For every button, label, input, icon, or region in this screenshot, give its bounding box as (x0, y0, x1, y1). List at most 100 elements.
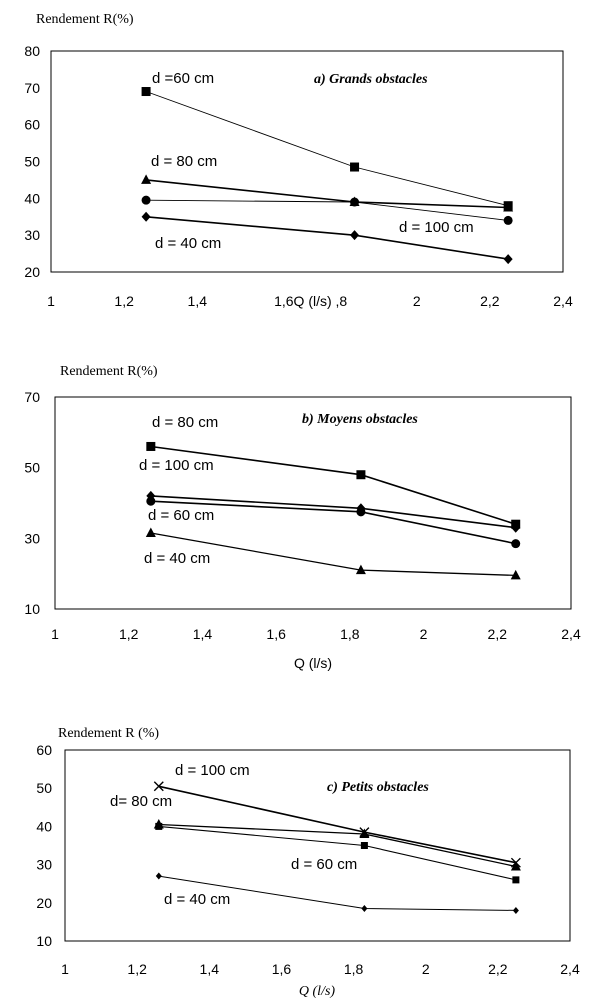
x-tick-label: 1,6 (266, 626, 286, 642)
chart-b-y-tick-labels: 10 30 50 70 (24, 389, 40, 617)
y-tick-label: 50 (24, 460, 40, 476)
y-tick-label: 10 (36, 933, 52, 949)
chart-a-plot-frame (50, 50, 564, 273)
series-line (145, 91, 509, 207)
data-point-marker (356, 507, 366, 517)
x-tick-label: 2 (413, 293, 421, 309)
y-tick-label: 60 (24, 117, 40, 133)
y-tick-label: 80 (24, 43, 40, 59)
chart-a-x-tick-labels: 1 1,2 1,4 1,6Q (l/s) ,8 2 2,2 2,4 (47, 293, 573, 309)
data-point-marker (510, 569, 521, 580)
x-tick-label: 1,8 (344, 961, 364, 977)
chart-c-title: c) Petits obstacles (327, 780, 429, 795)
x-tick-label: 2,2 (480, 293, 500, 309)
data-point-marker (145, 527, 156, 538)
chart-a-series-label-d100: d = 100 cm (399, 219, 474, 236)
chart-b-x-tick-labels: 1 1,2 1,4 1,6 1,8 2 2,2 2,4 (51, 626, 581, 642)
x-tick-label: 2,2 (488, 626, 508, 642)
chart-a-series-label-d40: d = 40 cm (155, 235, 221, 252)
data-point-marker (141, 174, 152, 184)
y-tick-label: 60 (36, 742, 52, 758)
chart-b-plot-frame (54, 396, 572, 610)
y-tick-label: 20 (24, 264, 40, 280)
y-tick-label: 40 (24, 190, 40, 206)
chart-c-series-markers (153, 781, 521, 914)
data-point-marker (510, 861, 521, 871)
x-tick-label: 1,2 (127, 961, 147, 977)
chart-a-title: a) Grands obstacles (314, 72, 428, 87)
x-tick-label: 1,4 (193, 626, 213, 642)
x-tick-label: 1,6Q (l/s) ,8 (274, 293, 347, 309)
series-line (146, 199, 509, 221)
x-tick-label: 2 (422, 961, 430, 977)
data-point-marker (511, 539, 521, 549)
chart-b-moyens-obstacles: Rendement R(%) 10 30 50 70 1 1,2 1,4 1,6 1,8 2 2,… (24, 364, 581, 671)
data-point-marker (503, 215, 513, 225)
chart-b-x-axis-label: Q (l/s) (294, 655, 332, 671)
y-tick-label: 70 (24, 80, 40, 96)
chart-b-series-label-d60: d = 60 cm (148, 507, 214, 524)
series-line (146, 179, 509, 209)
data-point-marker (503, 254, 513, 265)
x-tick-label: 1,4 (200, 961, 220, 977)
data-point-marker (350, 230, 360, 241)
chart-c-x-tick-labels: 1 1,2 1,4 1,6 1,8 2 2,2 2,4 (61, 961, 580, 977)
data-point-marker (141, 195, 151, 205)
chart-b-series-markers (145, 441, 521, 580)
x-tick-label: 2,2 (488, 961, 508, 977)
chart-a-series-label-d80: d = 80 cm (151, 153, 217, 170)
x-tick-label: 1 (47, 293, 55, 309)
chart-a-y-axis-label: Rendement R(%) (36, 12, 134, 27)
data-point-marker (350, 162, 360, 172)
chart-b-y-axis-label: Rendement R(%) (60, 364, 158, 379)
y-tick-label: 50 (36, 780, 52, 796)
x-tick-label: 1,2 (114, 293, 134, 309)
series-line (158, 785, 517, 864)
chart-b-series-label-d100: d = 100 cm (139, 457, 214, 474)
data-point-marker (356, 470, 366, 480)
data-point-marker (512, 906, 519, 914)
x-tick-label: 2,4 (553, 293, 573, 309)
data-point-marker (355, 564, 366, 575)
chart-c-series-label-d40: d = 40 cm (164, 891, 230, 908)
x-tick-label: 1,8 (340, 626, 360, 642)
y-tick-label: 30 (24, 227, 40, 243)
chart-c-series-label-d100: d = 100 cm (175, 762, 250, 779)
data-point-marker (361, 905, 368, 913)
x-tick-label: 2,4 (561, 626, 581, 642)
data-point-marker (146, 496, 156, 506)
data-point-marker (360, 842, 368, 849)
data-point-marker (153, 781, 164, 792)
data-point-marker (512, 876, 520, 884)
data-point-marker (155, 822, 163, 830)
x-tick-label: 1,6 (272, 961, 292, 977)
data-point-marker (503, 202, 514, 212)
y-tick-label: 30 (24, 530, 40, 546)
y-tick-label: 40 (36, 818, 52, 834)
chart-c-x-axis-label: Q (l/s) (299, 984, 336, 999)
chart-a-grands-obstacles: Rendement R(%) 20 30 40 50 60 70 80 1 1,2 1,4 1,6… (24, 12, 573, 309)
chart-c-plot-frame (64, 749, 571, 942)
y-tick-label: 70 (24, 389, 40, 405)
chart-c-y-tick-labels: 10 20 30 40 50 60 (36, 742, 52, 949)
chart-a-series-label-d60: d =60 cm (152, 70, 214, 87)
y-tick-label: 50 (24, 154, 40, 170)
y-tick-label: 30 (36, 857, 52, 873)
x-tick-label: 2 (420, 626, 428, 642)
data-point-marker (141, 211, 151, 222)
x-tick-label: 2,4 (560, 961, 580, 977)
chart-a-series-markers (141, 87, 514, 265)
data-point-marker (155, 872, 162, 880)
y-tick-label: 10 (24, 601, 40, 617)
x-tick-label: 1 (61, 961, 69, 977)
data-point-marker (359, 828, 370, 839)
chart-c-series-label-d60: d = 60 cm (291, 856, 357, 873)
data-point-marker (511, 522, 521, 533)
data-point-marker (146, 441, 156, 451)
chart-a-y-tick-labels: 20 30 40 50 60 70 80 (24, 43, 40, 280)
data-point-marker (350, 197, 360, 207)
chart-c-series-label-d80: d= 80 cm (110, 793, 172, 810)
chart-b-title: b) Moyens obstacles (302, 412, 418, 427)
